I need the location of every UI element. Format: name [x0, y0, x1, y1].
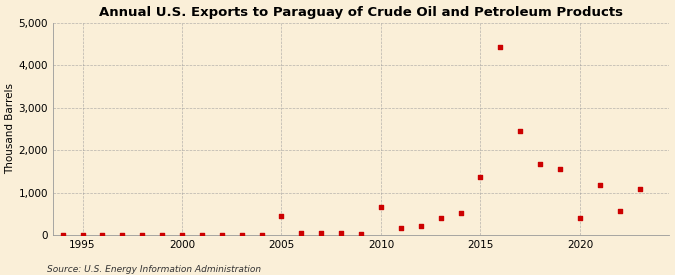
Point	[515, 129, 526, 133]
Point	[117, 233, 128, 237]
Point	[614, 209, 625, 213]
Point	[137, 233, 148, 237]
Point	[296, 231, 306, 235]
Point	[276, 214, 287, 218]
Point	[356, 232, 367, 236]
Point	[77, 233, 88, 237]
Point	[634, 186, 645, 191]
Point	[495, 45, 506, 49]
Y-axis label: Thousand Barrels: Thousand Barrels	[5, 83, 16, 174]
Text: Source: U.S. Energy Information Administration: Source: U.S. Energy Information Administ…	[47, 265, 261, 274]
Point	[535, 162, 545, 166]
Point	[236, 233, 247, 237]
Point	[256, 233, 267, 237]
Point	[574, 216, 585, 221]
Title: Annual U.S. Exports to Paraguay of Crude Oil and Petroleum Products: Annual U.S. Exports to Paraguay of Crude…	[99, 6, 623, 18]
Point	[595, 183, 605, 188]
Point	[196, 233, 207, 237]
Point	[555, 166, 566, 171]
Point	[475, 175, 486, 180]
Point	[335, 231, 346, 235]
Point	[97, 233, 108, 237]
Point	[57, 233, 68, 237]
Point	[435, 216, 446, 220]
Point	[157, 233, 167, 237]
Point	[177, 233, 188, 237]
Point	[375, 205, 386, 209]
Point	[415, 223, 426, 228]
Point	[37, 233, 48, 237]
Point	[455, 211, 466, 215]
Point	[316, 231, 327, 235]
Point	[396, 226, 406, 230]
Point	[217, 233, 227, 237]
